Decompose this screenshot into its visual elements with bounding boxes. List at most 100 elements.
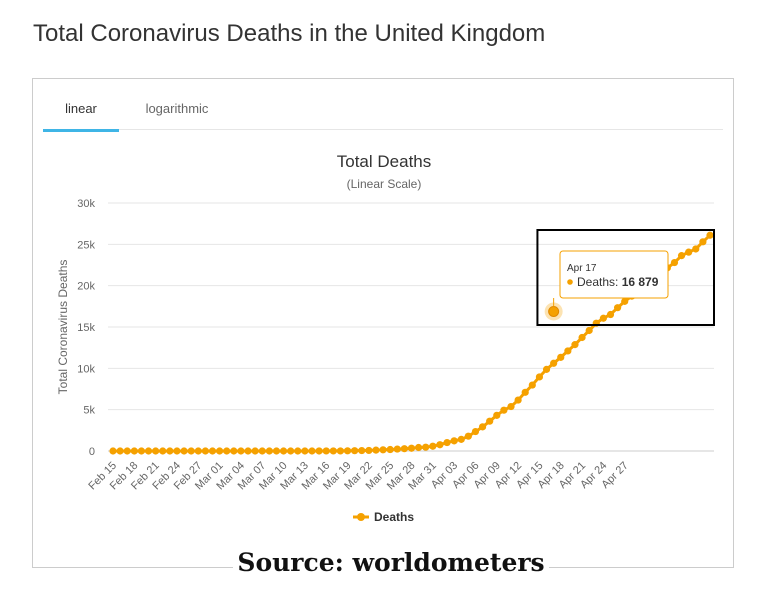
- data-point[interactable]: [464, 432, 472, 440]
- data-point[interactable]: [216, 447, 224, 455]
- data-point[interactable]: [415, 443, 423, 452]
- data-point[interactable]: [287, 447, 295, 455]
- data-point[interactable]: [606, 310, 615, 319]
- data-point[interactable]: [237, 447, 245, 455]
- data-point[interactable]: [294, 447, 302, 455]
- data-point[interactable]: [279, 447, 288, 455]
- y-tick-label: 0: [89, 446, 95, 458]
- data-point[interactable]: [614, 304, 622, 312]
- y-axis-label: Total Coronavirus Deaths: [56, 260, 70, 395]
- tooltip-value: 16 879: [622, 275, 659, 289]
- data-point[interactable]: [500, 406, 508, 414]
- data-point[interactable]: [386, 445, 394, 454]
- data-point[interactable]: [173, 447, 181, 455]
- data-point[interactable]: [400, 445, 408, 453]
- data-point[interactable]: [670, 258, 679, 267]
- data-point[interactable]: [677, 252, 686, 260]
- data-point[interactable]: [429, 442, 437, 450]
- source-caption: Source: worldometers: [233, 546, 549, 580]
- data-point[interactable]: [351, 447, 359, 455]
- data-point[interactable]: [585, 326, 593, 335]
- legend-label-deaths: Deaths: [374, 510, 414, 524]
- data-point[interactable]: [407, 444, 416, 452]
- data-point[interactable]: [436, 441, 444, 449]
- data-point[interactable]: [272, 447, 281, 455]
- data-point[interactable]: [443, 438, 451, 447]
- grid-lines: [108, 202, 714, 452]
- data-point[interactable]: [230, 447, 238, 455]
- tooltip-date: Apr 17: [567, 263, 597, 274]
- data-point[interactable]: [258, 447, 266, 455]
- data-point[interactable]: [685, 248, 693, 256]
- data-point[interactable]: [315, 447, 323, 455]
- data-point[interactable]: [493, 411, 501, 419]
- legend-marker: [357, 513, 365, 521]
- data-point[interactable]: [265, 447, 273, 455]
- data-point[interactable]: [166, 447, 174, 455]
- data-point[interactable]: [208, 447, 217, 455]
- data-point[interactable]: [571, 341, 579, 349]
- data-point[interactable]: [223, 447, 231, 455]
- tab-linear[interactable]: linear: [43, 101, 119, 132]
- data-point[interactable]: [564, 347, 572, 355]
- data-point[interactable]: [535, 373, 544, 381]
- data-point[interactable]: [379, 446, 387, 454]
- data-point[interactable]: [521, 388, 529, 396]
- data-point[interactable]: [514, 396, 522, 404]
- data-point[interactable]: [450, 437, 458, 445]
- data-point[interactable]: [706, 231, 714, 239]
- data-point[interactable]: [144, 447, 153, 455]
- data-point[interactable]: [109, 447, 117, 455]
- data-point[interactable]: [194, 447, 202, 455]
- data-point[interactable]: [308, 447, 316, 455]
- data-point[interactable]: [507, 402, 515, 411]
- y-tick-label: 10k: [77, 363, 95, 375]
- data-point[interactable]: [159, 447, 167, 455]
- data-point[interactable]: [137, 447, 146, 455]
- data-point[interactable]: [457, 435, 465, 443]
- chart-title: Total Deaths: [337, 152, 432, 171]
- data-point[interactable]: [358, 446, 366, 455]
- data-point[interactable]: [486, 417, 494, 425]
- y-tick-label: 5k: [83, 405, 95, 417]
- data-point[interactable]: [422, 443, 430, 451]
- data-point[interactable]: [180, 447, 188, 455]
- page-title: Total Coronavirus Deaths in the United K…: [33, 20, 546, 47]
- y-tick-label: 30k: [77, 198, 95, 210]
- data-point[interactable]: [343, 447, 352, 455]
- data-point[interactable]: [557, 353, 565, 361]
- tab-logarithmic[interactable]: logarithmic: [145, 101, 209, 116]
- data-point[interactable]: [365, 446, 373, 455]
- data-point[interactable]: [152, 447, 160, 455]
- data-point[interactable]: [692, 245, 700, 253]
- data-point[interactable]: [528, 381, 536, 389]
- data-point[interactable]: [393, 445, 401, 453]
- data-point[interactable]: [329, 447, 337, 455]
- data-point[interactable]: [599, 314, 607, 322]
- data-point[interactable]: [578, 333, 586, 342]
- data-point[interactable]: [550, 359, 558, 367]
- data-point[interactable]: [187, 447, 195, 455]
- chart-panel: linear logarithmic: [32, 78, 734, 568]
- data-point[interactable]: [542, 365, 551, 373]
- hovered-data-point[interactable]: [548, 305, 560, 317]
- data-point[interactable]: [251, 447, 259, 455]
- data-point[interactable]: [244, 447, 252, 455]
- scale-tabs: linear logarithmic: [43, 99, 723, 132]
- data-point[interactable]: [301, 447, 309, 455]
- data-point[interactable]: [471, 427, 480, 436]
- data-point[interactable]: [621, 297, 629, 305]
- legend[interactable]: Deaths: [353, 510, 414, 524]
- data-point[interactable]: [116, 447, 124, 455]
- chart-subtitle: (Linear Scale): [347, 177, 422, 191]
- data-point[interactable]: [123, 447, 131, 455]
- data-point[interactable]: [322, 447, 330, 455]
- data-point[interactable]: [372, 446, 380, 454]
- y-tick-label: 15k: [77, 322, 95, 334]
- data-point[interactable]: [478, 423, 487, 431]
- data-point[interactable]: [201, 447, 209, 455]
- data-point[interactable]: [336, 447, 345, 455]
- data-point[interactable]: [130, 447, 138, 455]
- data-point[interactable]: [699, 238, 707, 246]
